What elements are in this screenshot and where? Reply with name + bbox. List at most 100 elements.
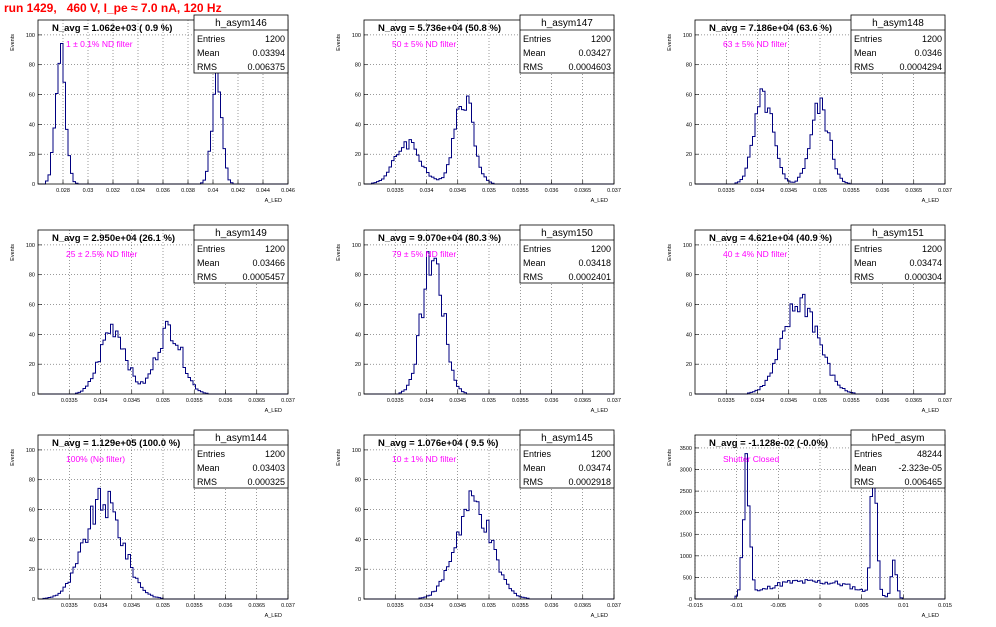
stats-label: RMS [854, 272, 874, 282]
n-avg-annotation: N_avg = 4.621e+04 (40.9 %) [709, 233, 832, 244]
stats-value: 1200 [265, 244, 285, 254]
stats-value: 0.03427 [578, 48, 611, 58]
filter-label: 63 ± 5% ND filter [723, 39, 787, 49]
filter-label: 40 ± 4% ND filter [723, 249, 787, 259]
x-tick-label: 0.037 [938, 398, 952, 404]
n-avg-annotation: N_avg = 1.062e+03 ( 0.9 %) [52, 23, 172, 34]
y-tick-label: 80 [686, 63, 692, 69]
stats-value: 0.03466 [252, 258, 285, 268]
stats-box [193, 14, 289, 74]
x-tick-label: 0.046 [281, 188, 295, 194]
x-axis-label: A_LED [265, 613, 282, 619]
x-axis-label: A_LED [922, 198, 939, 204]
stats-value: -2.323e-05 [898, 463, 942, 473]
filter-label: 25 ± 2.5% ND filter [66, 249, 137, 259]
plot-area: 0.028 0.03 0.032 0.034 0.036 0.038 0.04 0.042 0.… [10, 14, 295, 204]
stats-label: RMS [197, 62, 217, 72]
stats-value: 0.03394 [252, 48, 285, 58]
y-tick-label: 2000 [680, 511, 692, 517]
y-tick-label: 80 [686, 273, 692, 279]
filter-label: 50 ± 5% ND filter [392, 39, 456, 49]
stats-title: h_asym150 [541, 228, 593, 239]
n-avg-annotation: N_avg = 1.076e+04 ( 9.5 %) [378, 438, 498, 449]
stats-value: 0.03418 [578, 258, 611, 268]
stats-label: Mean [523, 258, 546, 268]
y-tick-label: 40 [686, 122, 692, 128]
y-tick-label: 80 [29, 273, 35, 279]
plot-area: 0.0335 0.034 0.0345 0.035 0.0355 0.036 0.0365 0… [10, 224, 295, 414]
stats-label: RMS [854, 62, 874, 72]
x-tick-label: 0.035 [813, 398, 827, 404]
stats-value: 0.006375 [247, 62, 285, 72]
stats-value: 1200 [591, 244, 611, 254]
filter-label: 1 ± 0.1% ND filter [66, 39, 133, 49]
x-tick-label: 0.0345 [780, 188, 797, 194]
stats-label: Mean [854, 463, 877, 473]
stats-value: 0.0004294 [899, 62, 942, 72]
stats-value: 0.0004603 [568, 62, 611, 72]
y-tick-label: 80 [29, 478, 35, 484]
y-tick-label: 0 [358, 392, 361, 398]
stats-value: 1200 [591, 449, 611, 459]
x-tick-label: 0.0365 [905, 188, 922, 194]
n-avg-annotation: N_avg = 5.736e+04 (50.8 %) [378, 23, 501, 34]
x-tick-label: 0.005 [855, 603, 869, 609]
y-tick-label: 20 [355, 362, 361, 368]
histogram-svg: -0.015 -0.01 -0.005 0 0.005 0.01 0.015 0 500 1000… [667, 429, 952, 619]
x-tick-label: 0.034 [751, 188, 765, 194]
x-tick-label: 0.0355 [843, 188, 860, 194]
x-tick-label: 0.0365 [574, 188, 591, 194]
n-avg-annotation: N_avg = 2.950e+04 (26.1 %) [52, 233, 175, 244]
stats-value: 1200 [265, 449, 285, 459]
histogram-svg: 0.0335 0.034 0.0345 0.035 0.0355 0.036 0.0365 0… [336, 429, 621, 619]
x-tick-label: 0.0335 [387, 398, 404, 404]
x-tick-label: 0.032 [106, 188, 120, 194]
y-tick-label: 0 [32, 182, 35, 188]
x-tick-label: 0.034 [420, 398, 434, 404]
y-axis-label: Events [667, 244, 673, 261]
x-tick-label: 0.034 [94, 603, 108, 609]
stats-box [193, 429, 289, 489]
y-axis-label: Events [336, 34, 342, 51]
x-tick-label: 0.0365 [248, 398, 265, 404]
y-tick-label: 0 [32, 392, 35, 398]
stats-label: Entries [523, 449, 552, 459]
x-axis-label: A_LED [265, 408, 282, 414]
histogram-svg: 0.0335 0.034 0.0345 0.035 0.0355 0.036 0.0365 0… [10, 429, 295, 619]
stats-value: 0.0346 [914, 48, 942, 58]
histogram-svg: 0.028 0.03 0.032 0.034 0.036 0.038 0.04 0.042 0.… [10, 14, 295, 204]
y-tick-label: 60 [355, 508, 361, 514]
y-tick-label: 100 [352, 448, 361, 454]
stats-box [850, 429, 946, 489]
stats-box [519, 429, 615, 489]
histogram-svg: 0.0335 0.034 0.0345 0.035 0.0355 0.036 0.0365 0… [667, 224, 952, 414]
x-tick-label: 0.037 [607, 398, 621, 404]
x-tick-label: -0.01 [730, 603, 743, 609]
x-tick-label: -0.015 [687, 603, 703, 609]
n-avg-annotation: N_avg = 9.070e+04 (80.3 %) [378, 233, 501, 244]
stats-title: h_asym151 [872, 228, 924, 239]
stats-title: h_asym147 [541, 18, 593, 29]
x-tick-label: 0.037 [607, 188, 621, 194]
x-tick-label: 0.037 [607, 603, 621, 609]
stats-label: Entries [854, 449, 883, 459]
x-tick-label: 0.035 [482, 188, 496, 194]
x-tick-label: -0.005 [771, 603, 787, 609]
x-tick-label: 0.036 [545, 188, 559, 194]
y-tick-label: 80 [29, 63, 35, 69]
stats-value: 0.0002401 [568, 272, 611, 282]
n-avg-annotation: N_avg = 7.186e+04 (63.6 %) [709, 23, 832, 34]
x-tick-label: 0.0355 [186, 603, 203, 609]
stats-value: 0.03474 [909, 258, 942, 268]
stats-title: h_asym149 [215, 228, 267, 239]
filter-label: Shutter Closed [723, 454, 779, 464]
histogram-svg: 0.0335 0.034 0.0345 0.035 0.0355 0.036 0.0365 0… [10, 224, 295, 414]
x-tick-label: 0.044 [256, 188, 270, 194]
stats-value: 1200 [922, 244, 942, 254]
x-tick-label: 0.01 [898, 603, 909, 609]
x-tick-label: 0.035 [482, 603, 496, 609]
stats-label: Mean [523, 463, 546, 473]
x-tick-label: 0.036 [545, 603, 559, 609]
run-title: run 1429, 460 V, I_pe ≈ 7.0 nA, 120 Hz [4, 1, 222, 15]
x-tick-label: 0.036 [156, 188, 170, 194]
